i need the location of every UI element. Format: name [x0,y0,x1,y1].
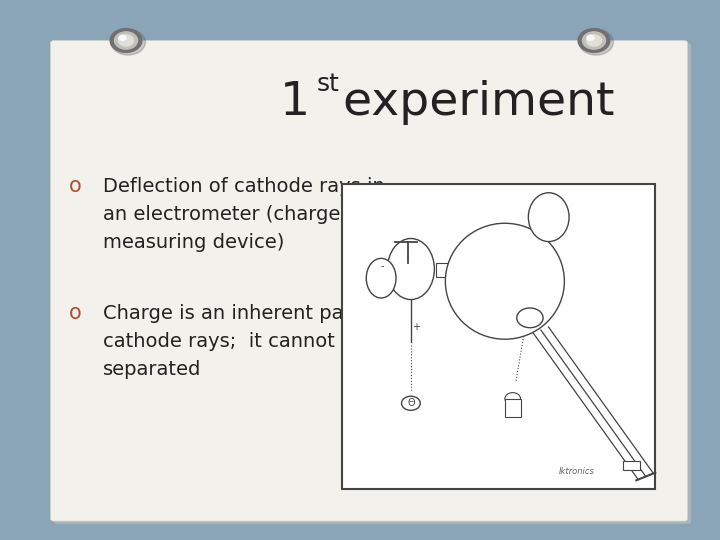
Circle shape [119,35,133,46]
Text: measuring device): measuring device) [103,233,284,252]
Text: st: st [317,72,340,96]
Bar [623,461,640,470]
Text: o: o [68,303,81,323]
Circle shape [579,29,613,55]
Circle shape [110,29,142,52]
Ellipse shape [446,223,564,339]
Circle shape [517,308,543,328]
Circle shape [119,35,126,40]
FancyBboxPatch shape [50,40,688,521]
Ellipse shape [505,393,521,405]
Text: +: + [412,322,420,332]
Text: cathode rays;  it cannot be: cathode rays; it cannot be [103,332,366,351]
Circle shape [111,29,145,55]
Ellipse shape [528,193,569,241]
Bar [436,263,456,276]
Circle shape [114,32,138,49]
Circle shape [578,29,610,52]
Text: 1: 1 [279,80,310,125]
Text: -: - [381,261,384,271]
Text: separated: separated [103,360,202,379]
Text: Θ: Θ [407,399,415,408]
Bar [505,399,521,417]
Ellipse shape [387,239,434,300]
Bar [342,184,655,489]
Text: Deflection of cathode rays in: Deflection of cathode rays in [103,177,384,196]
Circle shape [402,396,420,410]
FancyBboxPatch shape [54,43,691,524]
Text: Charge is an inherent part of: Charge is an inherent part of [103,303,384,323]
Text: experiment: experiment [328,80,614,125]
Circle shape [582,32,606,49]
Ellipse shape [366,258,396,298]
Text: an electrometer (charge: an electrometer (charge [103,205,341,224]
Text: o: o [68,176,81,197]
Circle shape [587,35,601,46]
Text: Iktronics: Iktronics [559,468,595,476]
Circle shape [587,35,594,40]
